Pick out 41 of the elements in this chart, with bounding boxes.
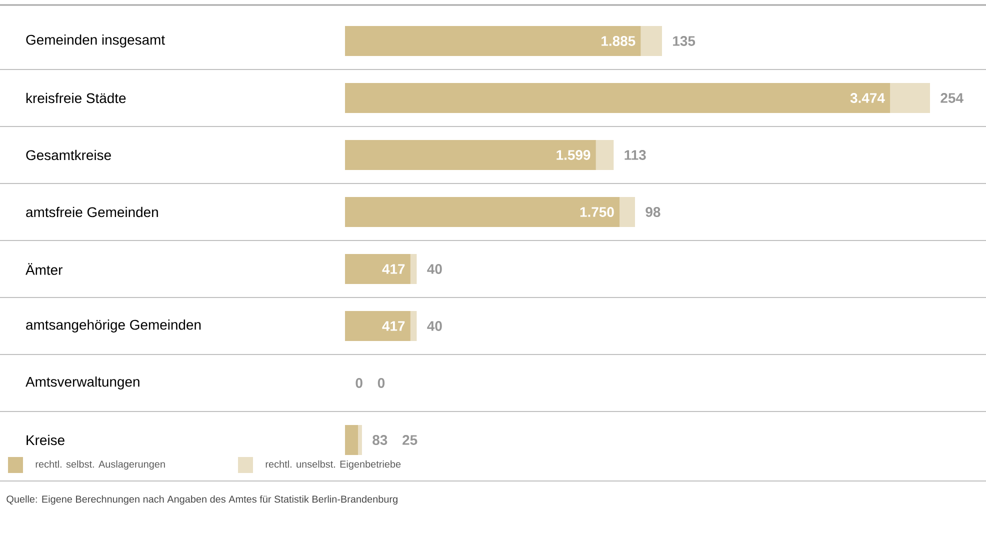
data-label: 0	[356, 378, 362, 388]
y-tick-label: amtsfreie Gemeinden	[26, 206, 158, 218]
data-label: 1.750	[580, 207, 614, 217]
bar	[410, 254, 417, 284]
bar	[620, 197, 635, 228]
data-label: 417	[382, 264, 405, 274]
bar	[358, 425, 362, 456]
y-tick-label: Gemeinden insgesamt	[26, 34, 165, 48]
y-tick-label: kreisfreie Städte	[26, 92, 126, 104]
bar	[345, 311, 410, 342]
bar	[345, 197, 620, 228]
y-tick-label: Amtsverwaltungen	[26, 376, 140, 390]
data-label: 254	[940, 93, 964, 103]
bar	[410, 311, 417, 342]
bar	[596, 140, 614, 170]
bar	[345, 425, 358, 456]
data-label: 135	[673, 36, 696, 46]
y-tick-label: amtsangehörige Gemeinden	[26, 320, 201, 333]
data-label: 40	[427, 321, 442, 331]
data-label: 1.885	[602, 36, 636, 46]
data-label: 98	[646, 207, 660, 217]
data-label: 0	[378, 378, 385, 388]
legend-label: rechtl. unselbst. Eigenbetriebe	[266, 460, 401, 470]
bar	[345, 140, 596, 170]
data-label: 3.474	[850, 93, 885, 103]
data-label: 83	[372, 435, 388, 445]
legend-label: rechtl. selbst. Auslagerungen	[36, 460, 165, 470]
y-tick-label: Kreise	[26, 434, 64, 446]
y-tick-label: Gesamtkreise	[26, 150, 111, 160]
data-label: 25	[402, 435, 418, 445]
bar	[345, 254, 410, 284]
bar	[345, 26, 641, 56]
bar	[640, 26, 662, 56]
data-label: 40	[427, 264, 442, 274]
bar	[890, 83, 930, 114]
data-label: 113	[624, 150, 646, 160]
data-label: 1.599	[556, 150, 590, 160]
bar	[345, 83, 890, 114]
source-note: Quelle: Eigene Berechnungen nach Angaben des Amtes für Statistik Berlin-Brandenburg	[6, 495, 398, 505]
data-label: 417	[382, 321, 405, 331]
y-tick-label: Ämter	[26, 263, 62, 275]
